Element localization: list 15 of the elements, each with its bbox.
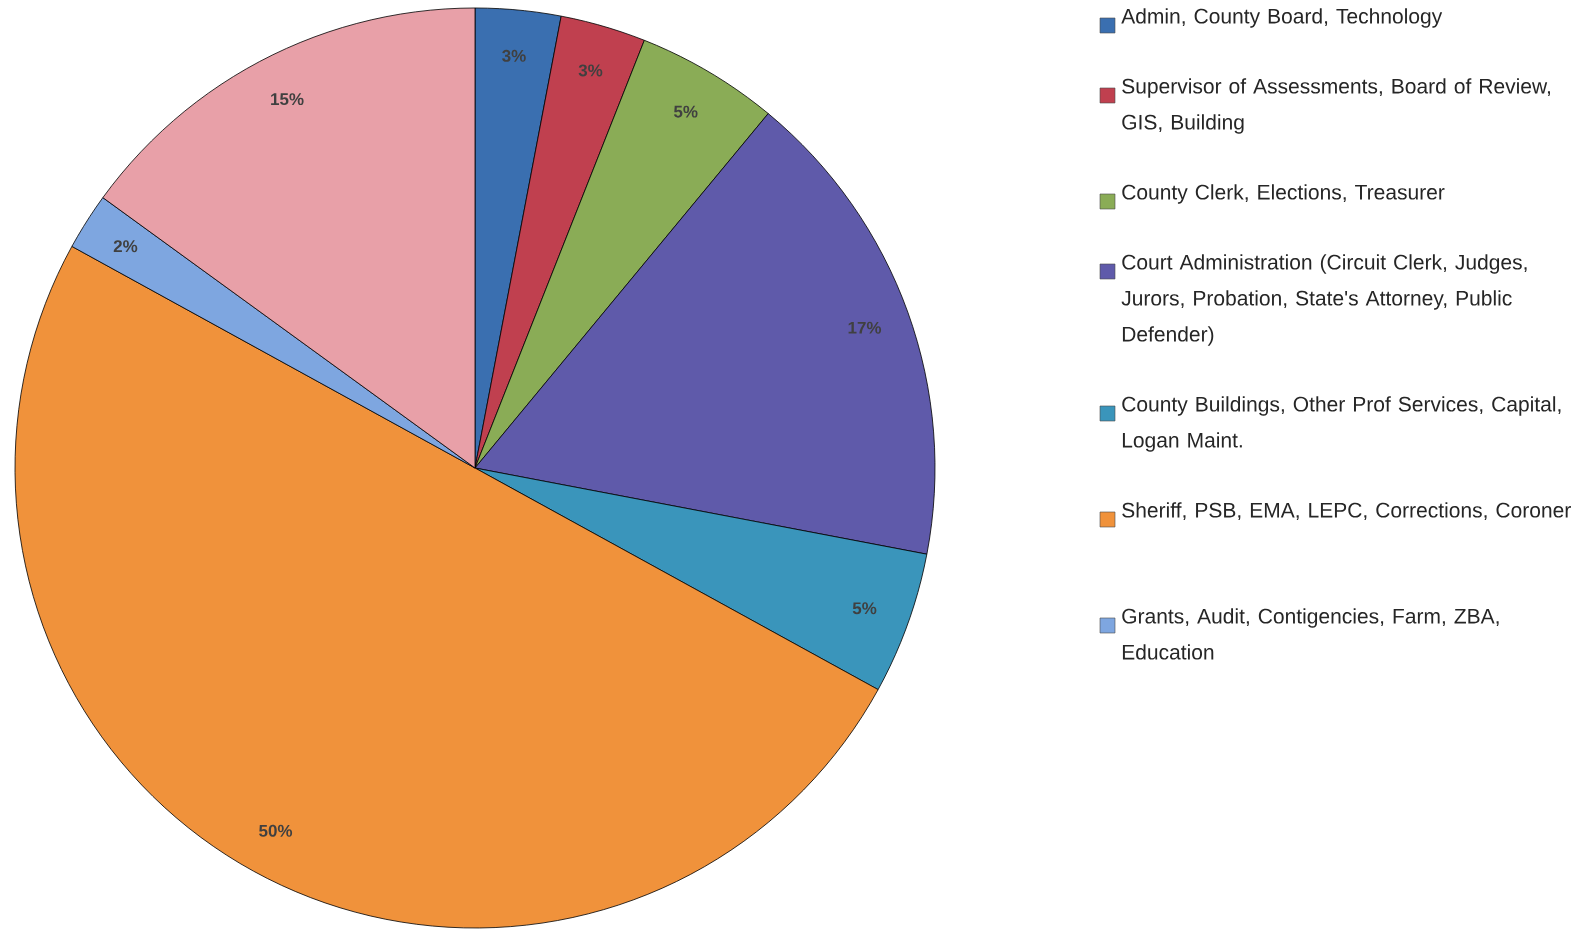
legend-label: County Clerk, Elections, Treasurer bbox=[1122, 184, 1445, 204]
legend-label: Court Administration (Circuit Clerk, Judges, Jurors, Probation, State's Attorney, Public Defender) bbox=[1121, 254, 1527, 346]
data-label: 3% bbox=[502, 49, 526, 62]
data-label: 5% bbox=[673, 105, 698, 118]
legend-label: County Buildings, Other Prof Services, Capital, Logan Maint. bbox=[1122, 396, 1561, 452]
data-label: 50% bbox=[259, 824, 293, 837]
legend-label: Sheriff, PSB, EMA, LEPC, Corrections, Coroner bbox=[1122, 502, 1571, 521]
legend-label: Supervisor of Assessments, Board of Review, GIS, Building bbox=[1122, 78, 1550, 134]
data-label: 3% bbox=[578, 64, 603, 77]
data-label: 5% bbox=[852, 602, 877, 615]
legend-label: Admin, County Board, Technology bbox=[1121, 8, 1443, 28]
data-label: 15% bbox=[271, 93, 304, 106]
data-label: 17% bbox=[848, 321, 882, 334]
data-label: 2% bbox=[113, 240, 138, 253]
legend-label: Grants, Audit, Contigencies, Farm, ZBA, Education bbox=[1122, 608, 1499, 660]
